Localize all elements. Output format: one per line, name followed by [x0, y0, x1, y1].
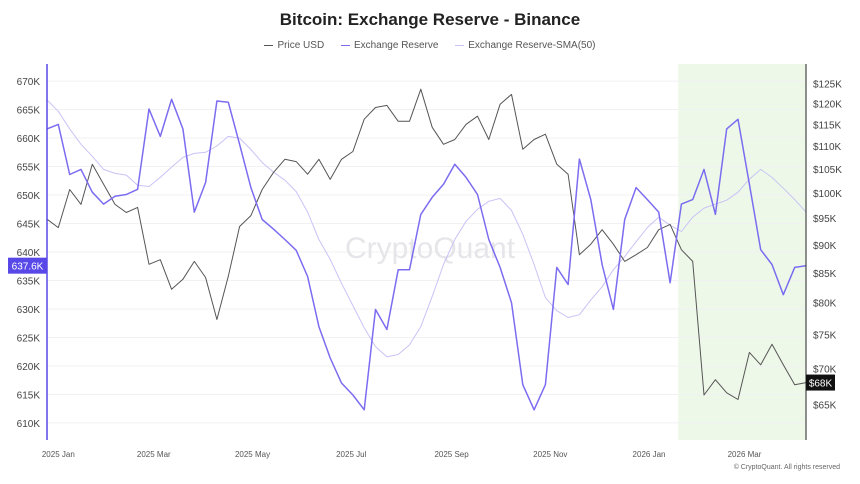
- current-price-badge: [806, 374, 835, 391]
- legend-label-price: Price USD: [277, 40, 325, 51]
- right-tick-label: $115K: [813, 120, 842, 131]
- current-price-label: $68K: [809, 379, 833, 390]
- right-tick-label: $100K: [813, 189, 842, 200]
- x-tick-label: 2025 Jan: [42, 450, 75, 459]
- right-tick-label: $65K: [813, 401, 837, 412]
- left-tick-label: 635K: [17, 276, 41, 287]
- x-tick-label: 2026 Mar: [728, 450, 762, 459]
- right-tick-label: $105K: [813, 165, 842, 176]
- series-line-exchange-reserve-sma-50-: [46, 99, 807, 358]
- x-tick-label: 2025 May: [235, 450, 270, 459]
- left-tick-label: 620K: [17, 362, 41, 373]
- current-reserve-badge: [8, 257, 47, 274]
- right-tick-label: $75K: [813, 330, 837, 341]
- series-line-exchange-reserve: [46, 98, 807, 411]
- watermark: CryptoQuant: [345, 232, 516, 265]
- right-tick-label: $125K: [813, 79, 842, 90]
- legend-item-price[interactable]: Price USD: [264, 40, 324, 51]
- x-tick-label: 2025 Sep: [434, 450, 469, 459]
- right-tick-label: $70K: [813, 364, 837, 375]
- legend-item-sma[interactable]: Exchange Reserve-SMA(50): [455, 40, 596, 51]
- left-tick-label: 645K: [17, 220, 41, 231]
- x-tick-label: 2025 Jul: [336, 450, 366, 459]
- x-tick-label: 2025 Nov: [533, 450, 567, 459]
- legend-label-reserve: Exchange Reserve: [353, 40, 439, 51]
- right-tick-label: $110K: [813, 142, 842, 153]
- left-tick-label: 670K: [17, 77, 41, 88]
- current-reserve-label: 637.6K: [12, 262, 44, 273]
- legend-swatch-price: [264, 44, 274, 47]
- right-tick-label: $85K: [813, 269, 837, 280]
- legend-swatch-reserve: [340, 44, 350, 47]
- left-tick-label: 625K: [17, 333, 41, 344]
- legend-swatch-sma: [455, 44, 465, 47]
- legend-label-sma: Exchange Reserve-SMA(50): [468, 40, 596, 51]
- right-tick-label: $80K: [813, 299, 837, 310]
- left-tick-label: 655K: [17, 163, 41, 174]
- left-tick-label: 665K: [17, 106, 41, 117]
- left-tick-label: 640K: [17, 248, 41, 259]
- left-tick-label: 610K: [17, 419, 41, 430]
- legend: Price USD Exchange Reserve Exchange Rese…: [0, 40, 860, 51]
- left-tick-label: 615K: [17, 390, 41, 401]
- left-tick-label: 630K: [17, 305, 41, 316]
- legend-item-reserve[interactable]: Exchange Reserve: [340, 40, 439, 51]
- series-line-price-usd: [46, 88, 807, 400]
- x-tick-label: 2026 Jan: [633, 450, 666, 459]
- x-tick-label: 2025 Mar: [137, 450, 171, 459]
- left-tick-label: 650K: [17, 191, 41, 202]
- copyright-footer: © CryptoQuant. All rights reserved: [733, 464, 840, 471]
- right-tick-label: $95K: [813, 214, 837, 225]
- right-tick-label: $120K: [813, 99, 842, 110]
- chart-title: Bitcoin: Exchange Reserve - Binance: [279, 10, 581, 29]
- right-tick-label: $90K: [813, 241, 837, 252]
- left-tick-label: 660K: [17, 134, 41, 145]
